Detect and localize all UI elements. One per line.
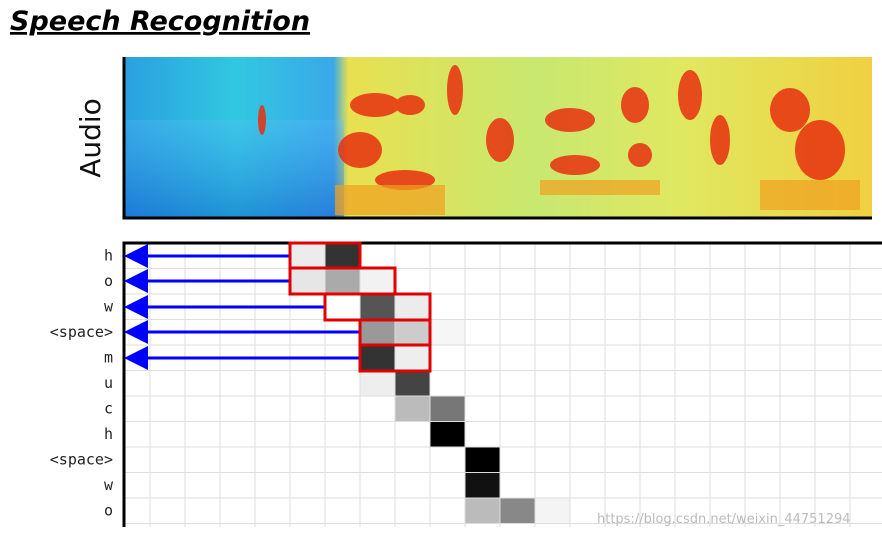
cell: [290, 268, 325, 294]
alignment-grid: [124, 243, 882, 527]
cell: [395, 319, 430, 345]
row-label: o: [104, 272, 113, 290]
row-label: w: [104, 297, 114, 315]
row-label: o: [104, 501, 113, 519]
row-label: h: [104, 246, 113, 264]
grid-axes: [122, 241, 882, 527]
arrows: [124, 244, 360, 370]
cell: [430, 421, 465, 447]
cell: [325, 243, 360, 269]
row-label: c: [104, 399, 113, 417]
cell: [395, 294, 430, 320]
row-label: m: [104, 348, 113, 366]
row-label: w: [104, 476, 114, 494]
cell: [360, 345, 395, 371]
cell: [360, 294, 395, 320]
cell: [465, 447, 500, 473]
cell: [395, 345, 430, 371]
row-label: h: [104, 425, 113, 443]
title: Speech Recognition: [10, 6, 310, 37]
cell: [430, 396, 465, 422]
cell: [360, 319, 395, 345]
cell: [360, 268, 395, 294]
cell: [290, 243, 325, 269]
cell: [500, 498, 535, 524]
highlight-boxes: [288, 241, 432, 373]
cell: [535, 498, 570, 524]
spectrogram: [124, 57, 872, 218]
row-label: <space>: [50, 323, 113, 341]
cell: [325, 268, 360, 294]
cell: [465, 472, 500, 498]
cell: [430, 319, 465, 345]
cell: [360, 370, 395, 396]
row-label: <space>: [50, 450, 113, 468]
spectrogram-axes: [122, 57, 872, 220]
watermark: https://blog.csdn.net/weixin_44751294: [597, 512, 851, 527]
cell: [465, 498, 500, 524]
cell: [395, 370, 430, 396]
audio-label: Audio: [74, 98, 107, 178]
row-label: u: [104, 374, 113, 392]
cell: [395, 396, 430, 422]
